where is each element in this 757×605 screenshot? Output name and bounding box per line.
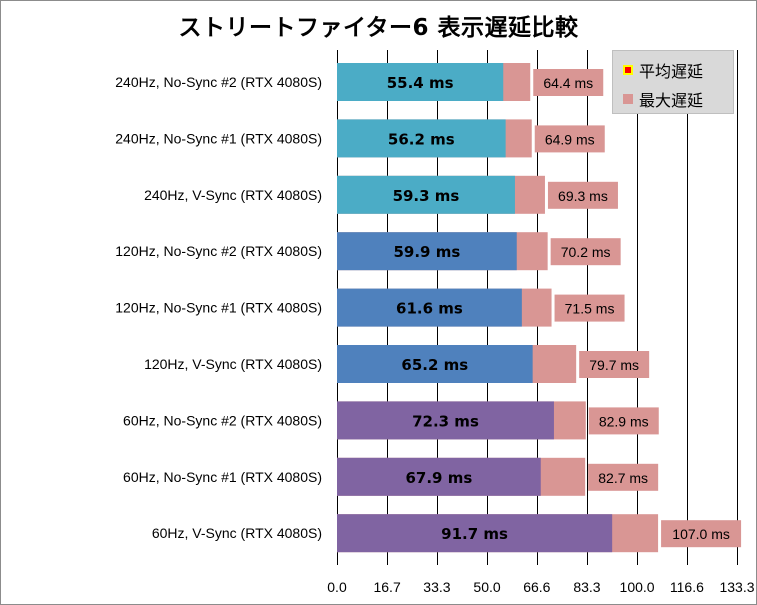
data-label-max-box [533, 69, 604, 96]
data-label-avg: 91.7 ms [441, 525, 508, 543]
category-label: 60Hz, No-Sync #1 (RTX 4080S) [123, 469, 322, 485]
category-labels: 240Hz, No-Sync #2 (RTX 4080S) 240Hz, No-S… [115, 74, 322, 541]
x-tick-label: 100.0 [620, 579, 655, 595]
category-label: 60Hz, No-Sync #2 (RTX 4080S) [123, 412, 322, 428]
bar-avg [337, 63, 504, 101]
category-label: 120Hz, No-Sync #2 (RTX 4080S) [115, 243, 322, 259]
data-label-max-box [579, 351, 650, 378]
data-label-max-box [588, 463, 659, 491]
bar-avg [337, 288, 522, 327]
x-tick-labels: 0.0 16.7 33.3 50.0 66.6 83.3 100.0 116.6 133.3 [327, 579, 754, 595]
category-label: 240Hz, No-Sync #2 (RTX 4080S) [115, 74, 322, 90]
data-label-max-box [588, 407, 659, 435]
data-label-avg: 65.2 ms [401, 356, 468, 374]
x-tick-label: 116.6 [670, 579, 704, 595]
chart-title: ストリートファイター6 表示遅延比較 [178, 15, 579, 41]
bars [337, 63, 659, 553]
bar-avg [337, 119, 506, 158]
data-label-max: 70.2 ms [561, 244, 611, 260]
category-label: 120Hz, V-Sync (RTX 4080S) [144, 356, 322, 372]
data-label-avg: 72.3 ms [412, 412, 479, 430]
legend-item-max: 最大遅延 [623, 87, 703, 111]
bar-avg [337, 457, 541, 496]
data-label-max-box [547, 181, 618, 209]
data-label-max-box [661, 520, 742, 548]
bar-avg [337, 175, 515, 214]
legend-item-avg: 平均遅延 [623, 58, 703, 82]
x-tick-label: 66.6 [523, 579, 550, 595]
x-tick-label: 0.0 [327, 579, 347, 595]
category-label: 240Hz, No-Sync #1 (RTX 4080S) [115, 130, 322, 146]
data-label-avg: 56.2 ms [388, 130, 455, 148]
data-label-max: 69.3 ms [558, 188, 608, 204]
data-label-max: 64.9 ms [545, 131, 595, 147]
category-label: 120Hz, No-Sync #1 (RTX 4080S) [115, 300, 322, 316]
data-label-avg: 55.4 ms [387, 74, 454, 92]
data-label-max-box [554, 294, 625, 322]
legend: 平均遅延 最大遅延 [612, 50, 734, 114]
data-label-max: 71.5 ms [565, 301, 615, 317]
data-label-avg: 61.6 ms [396, 300, 463, 318]
bar-avg [337, 514, 613, 553]
data-label-avg: 59.3 ms [393, 187, 460, 205]
legend-swatch-avg [623, 65, 633, 75]
legend-swatch-max [623, 94, 633, 104]
category-label: 240Hz, V-Sync (RTX 4080S) [144, 187, 322, 203]
x-tick-label: 83.3 [573, 579, 600, 595]
legend-label-max: 最大遅延 [639, 91, 704, 110]
data-label-max: 82.9 ms [599, 413, 649, 429]
data-label-max: 79.7 ms [589, 357, 639, 373]
data-label-max: 82.7 ms [598, 470, 648, 486]
data-label-max-box [550, 238, 621, 266]
data-label-avg: 59.9 ms [393, 243, 460, 261]
data-labels: 55.4 ms 64.4 ms 56.2 ms 64.9 ms 59.3 ms 69.3 … [387, 69, 742, 548]
data-label-max-box [534, 125, 605, 153]
data-label-max: 64.4 ms [543, 75, 593, 91]
x-tick-label: 33.3 [423, 579, 450, 595]
x-tick-label: 133.3 [719, 579, 754, 595]
legend-label-avg: 平均遅延 [639, 62, 704, 81]
bar-avg [337, 232, 517, 271]
bar-avg [337, 401, 554, 440]
x-tick-label: 50.0 [473, 579, 500, 595]
bar-avg [337, 345, 533, 383]
data-label-avg: 67.9 ms [405, 469, 472, 487]
x-tick-label: 16.7 [373, 579, 400, 595]
category-label: 60Hz, V-Sync (RTX 4080S) [152, 525, 322, 541]
data-label-max: 107.0 ms [672, 526, 730, 542]
